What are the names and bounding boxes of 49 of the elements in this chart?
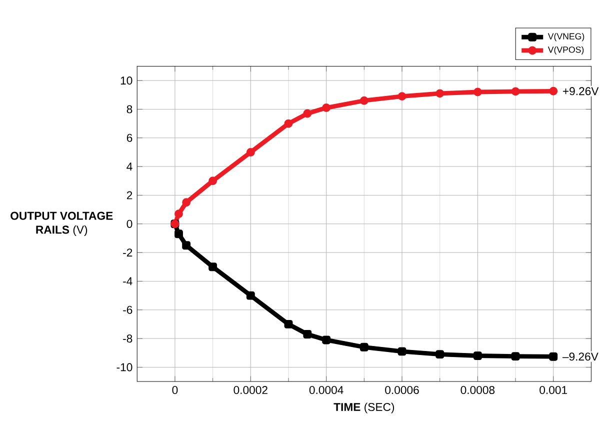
- y-tick-label: 0: [126, 220, 132, 228]
- x-tick-label: 0.001: [540, 386, 568, 394]
- y-tick-label: -2: [123, 248, 132, 257]
- point: [436, 350, 444, 359]
- x-tick-label: 0.0002: [234, 386, 268, 394]
- point: [303, 109, 312, 118]
- y-tick-label: 10: [120, 76, 132, 85]
- point: [182, 241, 191, 250]
- y-tick-label: -4: [123, 277, 132, 286]
- point: [511, 87, 520, 96]
- point: [511, 352, 520, 361]
- point: [284, 120, 293, 128]
- point: [208, 176, 218, 186]
- x-tick-label: 0: [172, 386, 178, 394]
- legend-label: V(VNEG): [548, 33, 584, 42]
- x-axis-title: TIME (SEC): [334, 402, 394, 414]
- point: [322, 336, 331, 344]
- point: [473, 352, 482, 360]
- point: [246, 148, 255, 157]
- y-tick-label: 4: [126, 162, 132, 171]
- x-tick-label: 0.0006: [385, 386, 419, 394]
- annotation: –9.26V: [562, 352, 598, 361]
- point: [322, 104, 331, 112]
- y-tick-label: 8: [126, 105, 132, 114]
- y-tick-label: 6: [126, 134, 132, 142]
- x-tick-label: 0.0008: [460, 386, 495, 394]
- y-tick-label: -10: [116, 363, 132, 372]
- x-tick-label: 0.0004: [309, 386, 344, 394]
- point: [284, 320, 293, 329]
- point: [303, 330, 312, 339]
- point: [436, 89, 444, 98]
- point: [398, 347, 406, 356]
- y-tick-label: -8: [123, 334, 132, 343]
- annotation: +9.26V: [563, 87, 599, 96]
- y-axis-title: OUTPUT VOLTAGE RAILS (V): [10, 212, 113, 236]
- legend-label: V(VPOS): [548, 46, 584, 55]
- point: [473, 88, 482, 96]
- y-tick-label: -6: [123, 306, 132, 314]
- point: [549, 352, 558, 362]
- point: [360, 96, 368, 106]
- point: [549, 87, 558, 96]
- point: [174, 210, 183, 218]
- point: [246, 292, 255, 300]
- point: [174, 230, 183, 238]
- point: [398, 92, 406, 101]
- y-tick-label: 2: [126, 191, 132, 200]
- point: [360, 343, 368, 352]
- point: [182, 198, 191, 207]
- point: [208, 262, 218, 272]
